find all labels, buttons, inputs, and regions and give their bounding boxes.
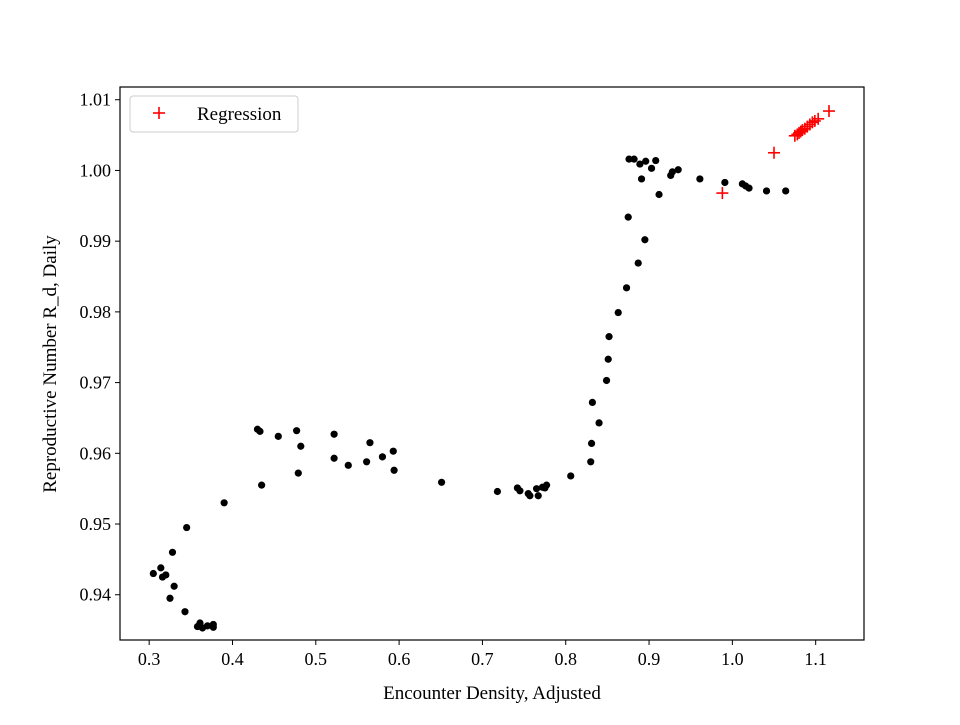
regression-point — [823, 105, 836, 118]
x-tick-label: 0.4 — [221, 649, 244, 669]
data-point — [220, 499, 228, 507]
x-tick-label: 0.8 — [554, 649, 577, 669]
data-point — [647, 164, 656, 172]
y-tick-label: 1.00 — [80, 160, 112, 180]
legend-box — [129, 95, 299, 133]
data-point — [642, 157, 650, 165]
data-point — [166, 594, 174, 602]
data-point — [330, 454, 338, 462]
data-point — [330, 430, 338, 438]
data-point — [297, 442, 305, 450]
y-axis-label: Reproductive Number R_d, Daily — [40, 235, 61, 493]
y-tick-label: 0.97 — [80, 373, 112, 393]
data-point — [532, 485, 541, 493]
x-axis-label: Encounter Density, Adjusted — [383, 683, 601, 704]
regression-point — [812, 112, 825, 125]
data-point — [624, 213, 632, 221]
data-point — [534, 492, 542, 500]
data-marks — [149, 105, 836, 632]
legend: Regression — [129, 95, 299, 133]
data-point — [293, 427, 301, 435]
x-tick-label: 1.0 — [721, 649, 744, 669]
data-point — [602, 376, 611, 385]
data-point — [493, 487, 502, 496]
data-point — [567, 472, 575, 480]
data-point — [170, 582, 178, 590]
data-point — [588, 398, 596, 406]
data-point — [625, 155, 633, 163]
data-point — [389, 447, 397, 455]
x-tick-label: 0.3 — [138, 649, 161, 669]
data-point — [203, 622, 212, 630]
data-point — [542, 481, 551, 489]
y-tick-label: 0.94 — [80, 585, 112, 605]
x-axis-ticks: 0.3 0.4 0.5 0.6 0.7 0.8 0.9 1.0 1.1 — [138, 640, 827, 669]
x-tick-label: 0.9 — [638, 649, 661, 669]
legend-marker-regression — [153, 107, 165, 119]
data-point — [526, 492, 534, 500]
data-point — [157, 564, 165, 572]
data-point — [209, 620, 217, 629]
plot-frame — [119, 86, 865, 641]
data-point — [149, 569, 157, 578]
data-point — [274, 432, 282, 440]
y-tick-label: 0.98 — [80, 302, 112, 322]
data-point — [696, 175, 704, 183]
data-point — [762, 187, 771, 195]
y-axis-ticks: 0.94 0.95 0.96 0.97 0.98 0.99 1.00 1.01 — [80, 90, 120, 605]
data-point — [674, 166, 682, 174]
x-tick-label: 0.6 — [388, 649, 411, 669]
data-point — [604, 355, 612, 363]
data-point — [630, 155, 638, 163]
data-point — [782, 187, 790, 195]
y-tick-label: 0.96 — [80, 443, 112, 463]
data-point — [634, 259, 642, 267]
regression-point — [768, 146, 781, 159]
data-point — [181, 608, 189, 616]
data-point — [637, 175, 646, 183]
data-point — [378, 453, 387, 461]
data-point — [745, 184, 753, 192]
x-tick-label: 1.1 — [804, 649, 827, 669]
plot-area — [120, 87, 864, 640]
data-point — [294, 469, 302, 477]
data-point — [344, 461, 352, 469]
data-point — [605, 333, 613, 341]
data-point — [390, 466, 398, 474]
data-point — [366, 439, 374, 447]
data-point — [437, 478, 446, 486]
data-point — [587, 439, 596, 448]
y-tick-label: 0.99 — [80, 231, 112, 251]
legend-label-regression: Regression — [197, 104, 282, 125]
y-tick-label: 1.01 — [80, 90, 112, 110]
data-point — [516, 487, 524, 495]
x-tick-label: 0.7 — [471, 649, 494, 669]
data-point — [168, 548, 177, 556]
y-tick-label: 0.95 — [80, 514, 112, 534]
data-point — [183, 523, 191, 532]
data-point — [655, 190, 663, 199]
data-point — [595, 419, 603, 427]
data-point — [614, 308, 622, 317]
data-point — [162, 571, 170, 579]
data-point — [721, 178, 729, 187]
data-point — [258, 481, 266, 489]
data-point — [256, 427, 264, 435]
data-point — [622, 284, 631, 292]
data-point — [363, 458, 371, 466]
regression-point — [716, 187, 729, 200]
data-point — [587, 458, 595, 466]
data-point — [668, 168, 676, 176]
data-point — [636, 160, 644, 168]
data-point — [641, 236, 649, 244]
data-point — [652, 156, 660, 165]
x-tick-label: 0.5 — [305, 649, 328, 669]
